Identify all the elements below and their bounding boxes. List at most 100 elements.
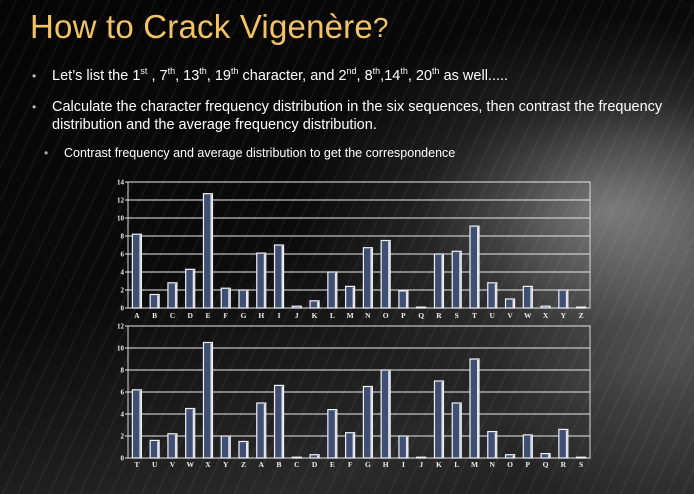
x-tick-label: P — [401, 311, 406, 320]
bar-Z — [238, 440, 249, 459]
x-tick-label: L — [330, 311, 335, 320]
bar-V — [167, 433, 178, 459]
bullet-1-part-11: th — [372, 66, 381, 77]
x-tick-label: E — [205, 311, 210, 320]
bar-highlight — [512, 300, 515, 308]
x-tick-label: B — [152, 311, 157, 320]
bar-H — [380, 369, 391, 459]
bullet-dot: • — [32, 100, 37, 114]
bar-X — [540, 305, 551, 309]
bar-P — [522, 434, 533, 459]
bar-highlight — [494, 283, 497, 308]
x-tick-label: H — [383, 460, 389, 469]
bullet-1-part-9: nd — [346, 66, 357, 77]
x-tick-label: N — [490, 460, 496, 469]
x-tick-label: M — [471, 460, 478, 469]
x-tick-label: Z — [579, 311, 584, 320]
x-tick-label: R — [436, 311, 442, 320]
x-tick-label: U — [152, 460, 158, 469]
bar-P — [398, 290, 409, 309]
chart-2: 0 2 4 6 8 10 12 T U V W X Y Z A B C D E F G H I J K L M N O P Q R S — [117, 323, 591, 469]
bar-X — [202, 341, 214, 459]
bar-highlight — [174, 434, 177, 458]
x-tick-label: J — [295, 311, 299, 320]
x-tick-label: Y — [561, 311, 567, 320]
x-tick-label: W — [524, 311, 532, 320]
bar-highlight — [263, 254, 266, 308]
chart-frame — [127, 181, 591, 309]
bullet-1-part-8: character, and 2 — [238, 68, 347, 84]
bar-highlight — [281, 386, 284, 458]
y-tick-label: 10 — [117, 345, 125, 353]
x-tick-label: Q — [418, 311, 424, 320]
bar-highlight — [441, 255, 443, 308]
bar-G — [362, 385, 373, 459]
x-tick-label: P — [526, 460, 531, 469]
bar-W — [185, 407, 196, 459]
x-tick-label: F — [348, 460, 353, 469]
bar-V — [504, 298, 516, 309]
bar-Y — [220, 435, 231, 459]
x-tick-label: S — [455, 311, 459, 320]
bar-highlight — [228, 289, 230, 308]
y-tick-label: 8 — [121, 367, 125, 375]
bar-highlight — [246, 291, 248, 308]
y-tick-label: 14 — [117, 179, 125, 187]
bar-U — [487, 282, 498, 309]
bar-L — [327, 271, 338, 309]
bar-highlight — [459, 252, 461, 308]
x-tick-label: I — [278, 311, 281, 320]
x-tick-label: K — [312, 311, 318, 320]
bullet-1: • Let’s list the 1st , 7th, 13th, 19th c… — [32, 66, 672, 85]
x-tick-label: R — [561, 460, 567, 469]
bar-G — [238, 289, 249, 309]
x-tick-label: G — [241, 311, 247, 320]
x-tick-label: G — [365, 460, 371, 469]
bar-T — [469, 225, 480, 309]
x-tick-label: I — [402, 460, 405, 469]
bullet-1-part-0: Let’s list the 1 — [52, 68, 141, 84]
bar-highlight — [441, 382, 443, 458]
bar-C — [167, 282, 178, 309]
chart-1: 0 2 4 6 8 10 12 14 A B C D E F G H I J K L M N O P Q R S T U V W X Y Z — [117, 179, 591, 320]
bar-highlight — [192, 270, 195, 308]
bar-Y — [558, 289, 569, 309]
bar-highlight — [405, 437, 408, 458]
bar-A — [131, 233, 142, 309]
bar-U — [149, 439, 160, 459]
bar-highlight — [246, 442, 248, 458]
bar-highlight — [228, 437, 230, 458]
y-tick-label: 0 — [121, 455, 125, 463]
x-tick-label: N — [365, 311, 371, 320]
bullet-1-part-6: , 19 — [206, 68, 231, 84]
x-tick-label: C — [170, 311, 175, 320]
bullet-1-part-15: th — [432, 66, 440, 77]
bullet-1-part-13: th — [400, 66, 408, 77]
bar-S — [451, 250, 462, 309]
bullet-1-part-3: th — [167, 66, 176, 77]
bar-E — [327, 409, 338, 459]
bullet-dot: • — [32, 69, 37, 83]
x-tick-label: Y — [223, 460, 229, 469]
bar-highlight — [139, 235, 141, 308]
bar-R — [433, 253, 445, 309]
bar-S — [576, 456, 587, 459]
bar-Q — [540, 453, 551, 459]
bullet-2: • Calculate the character frequency dist… — [32, 98, 672, 134]
bar-C — [291, 456, 302, 459]
bar-F — [345, 432, 356, 459]
bullet-dot: • — [44, 146, 49, 160]
bar-F — [220, 287, 231, 309]
bullet-1-part-16: as well..... — [439, 68, 509, 84]
bar-highlight — [548, 454, 550, 458]
bar-L — [451, 402, 462, 459]
bullet-1-part-14: , 20 — [407, 68, 433, 84]
y-tick-label: 12 — [117, 323, 125, 331]
bullet-1-part-10: , 8 — [356, 68, 373, 84]
x-tick-label: M — [347, 311, 354, 320]
bar-highlight — [210, 194, 212, 308]
bar-highlight — [334, 273, 337, 308]
x-tick-label: V — [170, 460, 176, 469]
bar-highlight — [370, 387, 372, 458]
